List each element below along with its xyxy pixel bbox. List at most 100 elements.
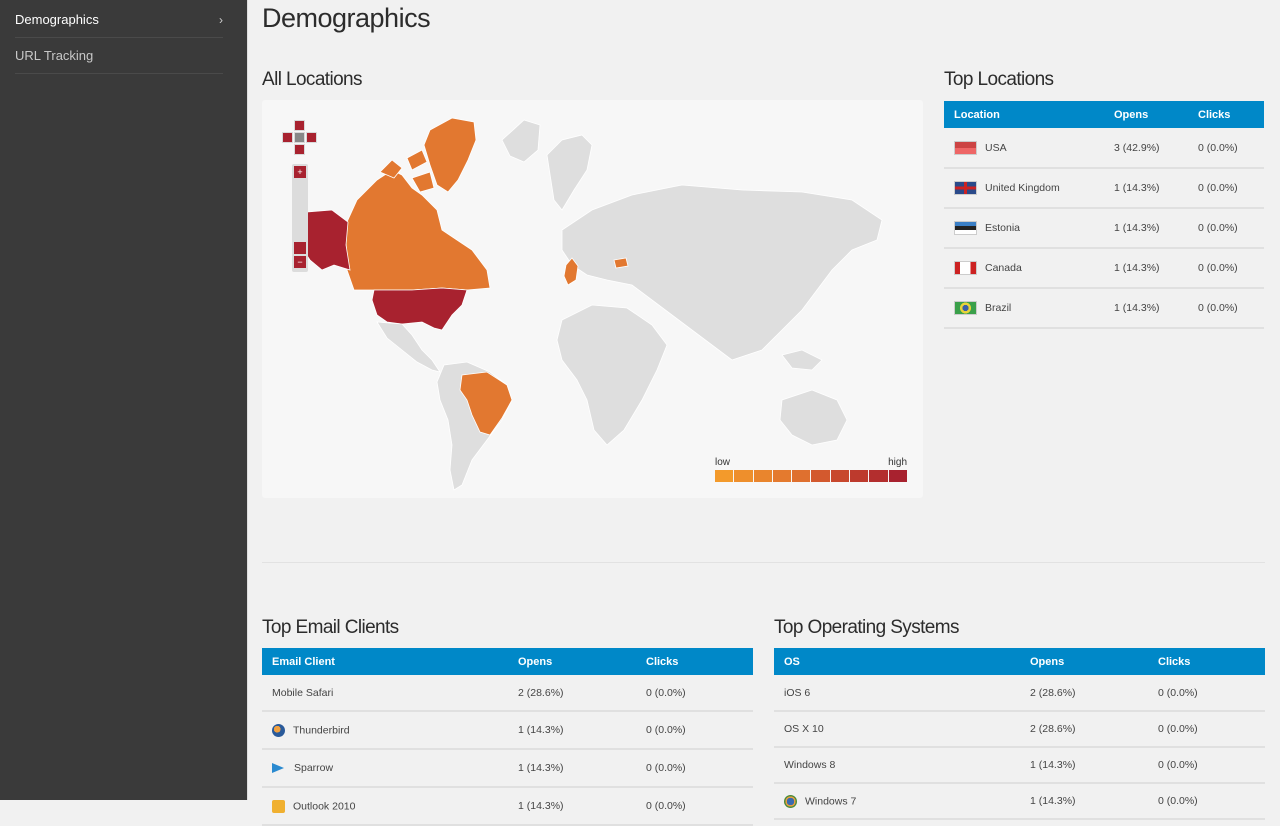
sidebar-item-url-tracking[interactable]: URL Tracking — [15, 38, 223, 74]
table-header-row: Email Client Opens Clicks — [262, 648, 753, 675]
column-header-email-client[interactable]: Email Client — [272, 655, 335, 668]
table-row: Outlook 2010 1 (14.3%) 0 (0.0%) — [262, 787, 753, 826]
column-header-opens[interactable]: Opens — [518, 655, 553, 668]
map-legend: low high — [715, 457, 907, 482]
clicks-value: 0 (0.0%) — [1188, 288, 1264, 329]
clicks-value: 0 (0.0%) — [1188, 128, 1264, 169]
os-name: Windows 7 — [805, 794, 857, 807]
column-header-opens[interactable]: Opens — [1030, 655, 1065, 668]
location-name: Estonia — [985, 221, 1021, 234]
pan-up-button[interactable] — [294, 120, 305, 131]
pan-down-button[interactable] — [294, 144, 305, 155]
main-content: Demographics All Locations — [248, 0, 1280, 826]
opens-value: 1 (14.3%) — [508, 787, 636, 826]
opens-value: 1 (14.3%) — [1104, 288, 1188, 329]
top-locations-table: Location Opens Clicks USA 3 (42.9%) 0 (0… — [944, 101, 1264, 329]
table-header-row: OS Opens Clicks — [774, 648, 1265, 675]
table-row: Estonia 1 (14.3%) 0 (0.0%) — [944, 208, 1264, 249]
opens-value: 2 (28.6%) — [1020, 675, 1148, 712]
table-header-row: Location Opens Clicks — [944, 101, 1264, 128]
map-pan-control — [282, 120, 317, 155]
pan-right-button[interactable] — [306, 132, 317, 143]
os-name: iOS 6 — [774, 675, 1020, 712]
table-row: OS X 10 2 (28.6%) 0 (0.0%) — [774, 711, 1265, 748]
legend-swatch — [850, 470, 869, 482]
top-email-clients-table: Email Client Opens Clicks Mobile Safari … — [262, 648, 753, 826]
opens-value: 1 (14.3%) — [508, 749, 636, 788]
top-operating-systems-table: OS Opens Clicks iOS 6 2 (28.6%) 0 (0.0%)… — [774, 648, 1265, 820]
estonia-flag-icon — [954, 221, 977, 235]
legend-swatch — [811, 470, 830, 482]
all-locations-title: All Locations — [262, 69, 363, 90]
legend-swatch — [869, 470, 888, 482]
thunderbird-icon — [272, 723, 285, 737]
os-name: OS X 10 — [774, 711, 1020, 748]
column-header-clicks[interactable]: Clicks — [1198, 108, 1231, 121]
pan-left-button[interactable] — [282, 132, 293, 143]
location-name: Canada — [985, 261, 1022, 274]
legend-swatch — [792, 470, 811, 482]
clicks-value: 0 (0.0%) — [1148, 711, 1265, 748]
legend-swatch — [830, 470, 850, 482]
column-header-os[interactable]: OS — [784, 655, 800, 668]
clicks-value: 0 (0.0%) — [636, 675, 753, 712]
column-header-clicks[interactable]: Clicks — [646, 655, 679, 668]
world-map[interactable]: + − low high — [262, 100, 923, 498]
column-header-opens[interactable]: Opens — [1114, 108, 1149, 121]
clicks-value: 0 (0.0%) — [1148, 675, 1265, 712]
legend-color-scale — [715, 470, 907, 482]
table-row: USA 3 (42.9%) 0 (0.0%) — [944, 128, 1264, 169]
sidebar-item-label: Demographics — [15, 12, 99, 27]
opens-value: 3 (42.9%) — [1104, 128, 1188, 169]
table-row: Brazil 1 (14.3%) 0 (0.0%) — [944, 288, 1264, 329]
client-name: Thunderbird — [293, 723, 350, 736]
brazil-flag-icon — [954, 301, 977, 315]
clicks-value: 0 (0.0%) — [636, 711, 753, 750]
section-divider — [262, 562, 1265, 563]
os-name: Windows 8 — [774, 747, 1020, 784]
legend-swatch — [753, 470, 772, 482]
clicks-value: 0 (0.0%) — [1148, 747, 1265, 784]
pan-home-button[interactable] — [294, 132, 305, 143]
windows-icon — [784, 794, 797, 808]
sparrow-icon — [272, 763, 284, 774]
clicks-value: 0 (0.0%) — [636, 749, 753, 788]
sidebar-item-demographics[interactable]: Demographics › — [15, 2, 223, 38]
location-name: Brazil — [985, 301, 1012, 314]
sidebar-item-label: URL Tracking — [15, 48, 94, 63]
clicks-value: 0 (0.0%) — [1148, 783, 1265, 820]
column-header-location[interactable]: Location — [954, 108, 1000, 121]
zoom-out-button[interactable]: − — [294, 256, 306, 268]
legend-swatch — [888, 470, 907, 482]
page-title: Demographics — [262, 3, 431, 33]
top-locations-title: Top Locations — [944, 69, 1054, 90]
opens-value: 1 (14.3%) — [1104, 168, 1188, 209]
zoom-in-button[interactable]: + — [294, 166, 306, 178]
opens-value: 1 (14.3%) — [1020, 783, 1148, 820]
column-header-clicks[interactable]: Clicks — [1158, 655, 1191, 668]
clicks-value: 0 (0.0%) — [1188, 248, 1264, 289]
table-row: Canada 1 (14.3%) 0 (0.0%) — [944, 248, 1264, 289]
table-row: Windows 7 1 (14.3%) 0 (0.0%) — [774, 783, 1265, 820]
outlook-icon — [272, 799, 285, 813]
usa-flag-icon — [954, 140, 977, 155]
table-row: Windows 8 1 (14.3%) 0 (0.0%) — [774, 747, 1265, 784]
uk-flag-icon — [954, 181, 977, 195]
opens-value: 1 (14.3%) — [1020, 747, 1148, 784]
client-name: Outlook 2010 — [293, 799, 356, 812]
map-controls: + − — [282, 120, 317, 272]
canada-flag-icon — [954, 261, 977, 275]
opens-value: 1 (14.3%) — [1104, 208, 1188, 249]
opens-value: 2 (28.6%) — [1020, 711, 1148, 748]
client-name: Sparrow — [294, 762, 334, 774]
table-row: Mobile Safari 2 (28.6%) 0 (0.0%) — [262, 675, 753, 712]
zoom-slider-handle[interactable] — [294, 242, 306, 254]
zoom-slider[interactable]: + − — [292, 164, 308, 272]
legend-swatch — [772, 470, 792, 482]
table-row: iOS 6 2 (28.6%) 0 (0.0%) — [774, 675, 1265, 712]
legend-swatch — [715, 470, 734, 482]
chevron-right-icon: › — [219, 12, 223, 27]
clicks-value: 0 (0.0%) — [636, 787, 753, 826]
opens-value: 1 (14.3%) — [1104, 248, 1188, 289]
top-operating-systems-title: Top Operating Systems — [774, 617, 959, 638]
